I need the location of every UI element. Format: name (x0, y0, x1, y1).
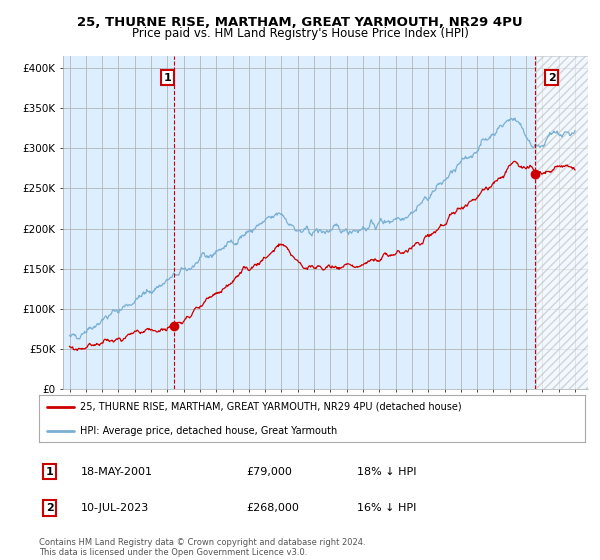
Text: 2: 2 (548, 73, 556, 83)
Text: Price paid vs. HM Land Registry's House Price Index (HPI): Price paid vs. HM Land Registry's House … (131, 27, 469, 40)
Text: 16% ↓ HPI: 16% ↓ HPI (357, 503, 416, 513)
Bar (536, 56, 588, 389)
Text: Contains HM Land Registry data © Crown copyright and database right 2024.
This d: Contains HM Land Registry data © Crown c… (39, 538, 365, 557)
Text: 2: 2 (46, 503, 53, 513)
Text: 18% ↓ HPI: 18% ↓ HPI (357, 466, 416, 477)
Text: 25, THURNE RISE, MARTHAM, GREAT YARMOUTH, NR29 4PU (detached house): 25, THURNE RISE, MARTHAM, GREAT YARMOUTH… (80, 402, 461, 412)
Text: 10-JUL-2023: 10-JUL-2023 (81, 503, 149, 513)
Text: 1: 1 (163, 73, 171, 83)
Text: 1: 1 (46, 466, 53, 477)
Text: £268,000: £268,000 (246, 503, 299, 513)
Text: 18-MAY-2001: 18-MAY-2001 (81, 466, 153, 477)
Text: 25, THURNE RISE, MARTHAM, GREAT YARMOUTH, NR29 4PU: 25, THURNE RISE, MARTHAM, GREAT YARMOUTH… (77, 16, 523, 29)
Text: £79,000: £79,000 (246, 466, 292, 477)
Text: HPI: Average price, detached house, Great Yarmouth: HPI: Average price, detached house, Grea… (80, 426, 337, 436)
